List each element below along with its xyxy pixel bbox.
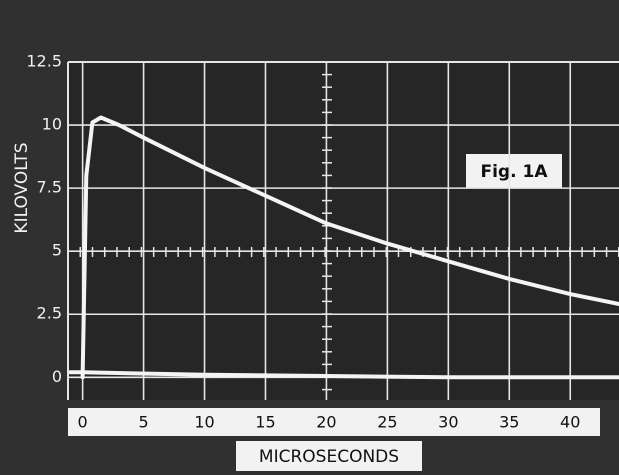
x-tick-label: 40: [560, 413, 580, 432]
x-tick-label: 30: [438, 413, 458, 432]
x-tick-label: 15: [255, 413, 275, 432]
figure-label-box: [466, 154, 562, 188]
trace: [80, 115, 619, 380]
x-tick-label: 20: [316, 413, 336, 432]
x-label-strip: [68, 408, 600, 436]
y-axis-title: KILOVOLTS: [12, 142, 32, 233]
x-tick-label: 25: [377, 413, 397, 432]
x-tick-label: 0: [78, 413, 88, 432]
y-tick-label: 7.5: [37, 178, 62, 197]
figure-label: Fig. 1A: [481, 162, 549, 182]
trace: [68, 370, 619, 380]
y-tick-label: 2.5: [37, 304, 62, 323]
x-tick-label: 10: [194, 413, 214, 432]
x-tick-label: 5: [138, 413, 148, 432]
x-axis-title: MICROSECONDS: [259, 447, 399, 467]
y-tick-label: 10: [42, 115, 62, 134]
y-tick-label: 0: [52, 367, 62, 386]
x-tick-label: 35: [499, 413, 519, 432]
y-tick-label: 12.5: [26, 52, 62, 71]
x-title-box: [236, 441, 422, 471]
y-tick-label: 5: [52, 241, 62, 260]
